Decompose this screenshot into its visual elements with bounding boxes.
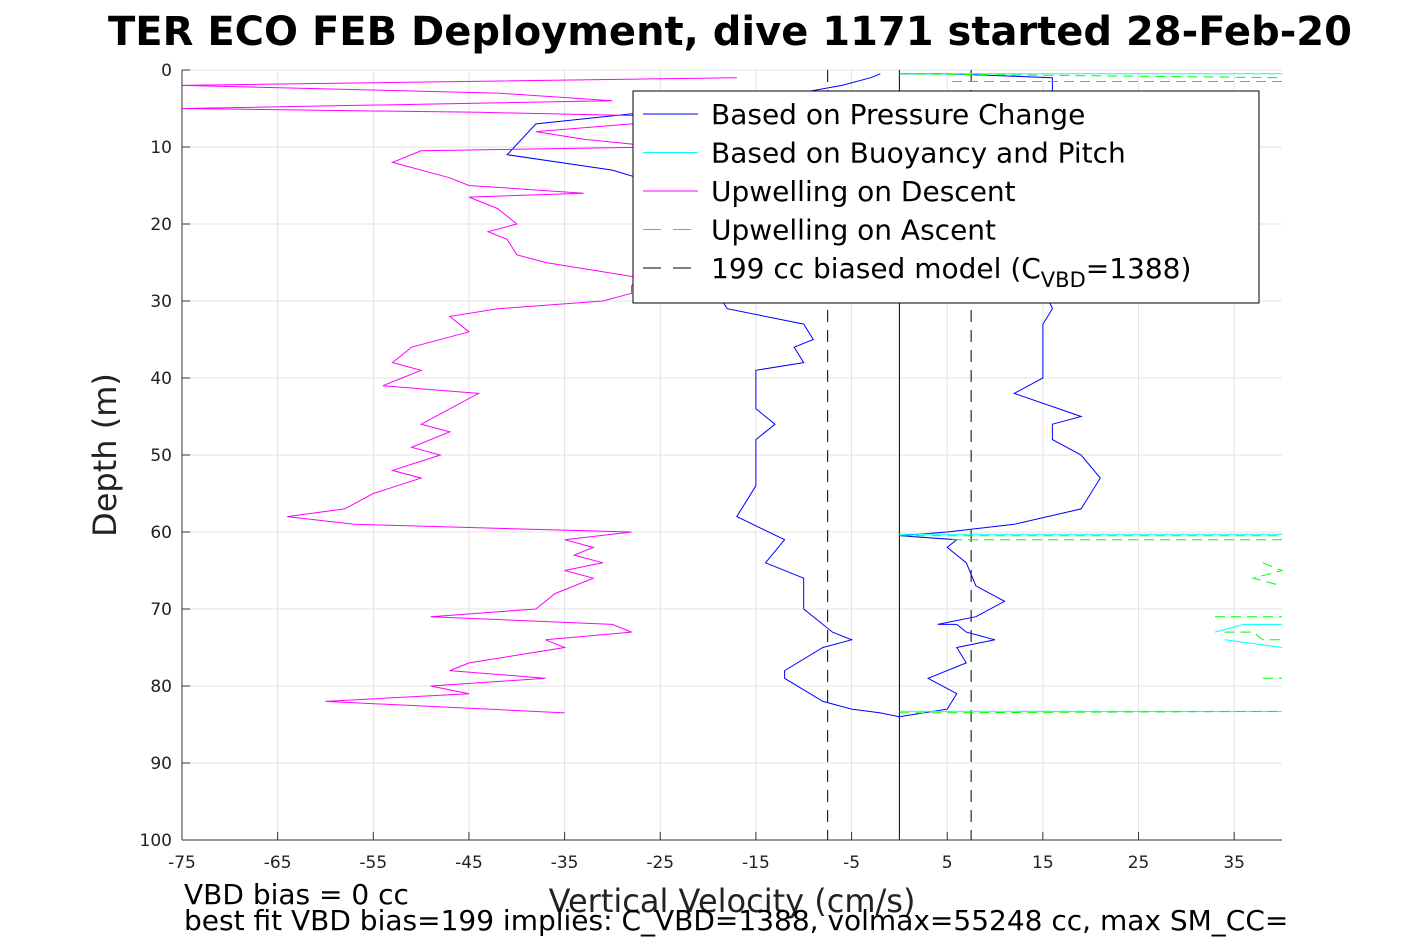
x-tick-label: -35 [551,853,579,873]
footer-best-fit: best fit VBD bias=199 implies: C_VBD=138… [184,904,1288,937]
footer-vbd-bias: VBD bias = 0 cc [184,878,409,911]
legend-label-tail: =1388) [1086,252,1192,285]
y-tick-label: 10 [150,138,172,158]
legend-box [632,90,1260,304]
y-tick-label: 100 [140,831,172,851]
legend-label: Upwelling on Ascent [711,214,996,247]
y-tick-label: 60 [150,523,172,543]
based-on-buoyancy-and-pitch-line [1214,623,1282,633]
y-tick-label: 80 [150,677,172,697]
y-tick-label: 20 [150,215,172,235]
x-tick-label: -45 [455,853,483,873]
y-tick-label: 50 [150,446,172,466]
y-tick-label: 70 [150,600,172,620]
legend-label-main: 199 cc biased model (C [711,252,1041,285]
upwelling-on-descent-line [181,77,737,714]
legend-label: 199 cc biased model (CVBD=1388) [711,252,1191,292]
legend-label: Based on Pressure Change [711,98,1085,131]
y-tick-label: 0 [161,61,172,81]
x-tick-label: -15 [742,853,770,873]
legend-label: Upwelling on Descent [711,175,1016,208]
y-tick-label: 30 [150,292,172,312]
x-tick-label: 5 [942,853,953,873]
x-tick-label: 15 [1032,853,1054,873]
based-on-buoyancy-and-pitch-line [1224,639,1283,648]
y-tick-labels: 0 10 20 30 40 50 60 70 80 90 100 [140,61,172,851]
x-tick-label: -25 [646,853,674,873]
legend-label-subscript: VBD [1041,268,1086,292]
x-tick-label: 25 [1128,853,1150,873]
upwelling-on-ascent-line [1251,562,1284,587]
chart-title: TER ECO FEB Deployment, dive 1171 starte… [108,9,1352,55]
legend-items: Based on Pressure Change Based on Buoyanc… [643,98,1191,292]
x-tick-label: -5 [843,853,860,873]
legend: Based on Pressure Change Based on Buoyanc… [632,90,1260,304]
legend-label: Based on Buoyancy and Pitch [711,137,1126,170]
x-tick-label: -75 [168,853,196,873]
x-tick-label: -65 [264,853,292,873]
y-tick-label: 40 [150,369,172,389]
x-tick-label: -55 [359,853,387,873]
x-tick-labels: -75 -65 -55 -45 -35 -25 -15 -5 5 15 25 35 [168,853,1245,873]
x-axis-label: Vertical Velocity (cm/s) [549,882,916,920]
y-axis-label: Depth (m) [86,373,124,537]
x-tick-label: 35 [1223,853,1245,873]
upwelling-on-ascent-line [1224,631,1282,641]
y-tick-label: 90 [150,754,172,774]
based-on-pressure-change-descent-line [506,73,900,718]
